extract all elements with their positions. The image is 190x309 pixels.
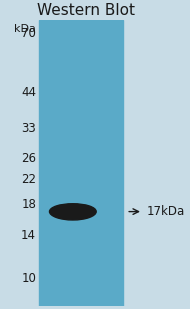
- Text: 22: 22: [21, 173, 36, 186]
- Title: Western Blot: Western Blot: [37, 3, 135, 18]
- Text: 18: 18: [21, 198, 36, 211]
- Text: 33: 33: [21, 122, 36, 135]
- Bar: [40, 20, 123, 306]
- Text: 44: 44: [21, 86, 36, 99]
- Text: 70: 70: [21, 28, 36, 40]
- Text: 17kDa: 17kDa: [146, 205, 184, 218]
- Text: 14: 14: [21, 230, 36, 243]
- Text: 10: 10: [21, 272, 36, 285]
- Text: kDa: kDa: [14, 24, 36, 34]
- Ellipse shape: [49, 204, 96, 220]
- Text: 26: 26: [21, 152, 36, 165]
